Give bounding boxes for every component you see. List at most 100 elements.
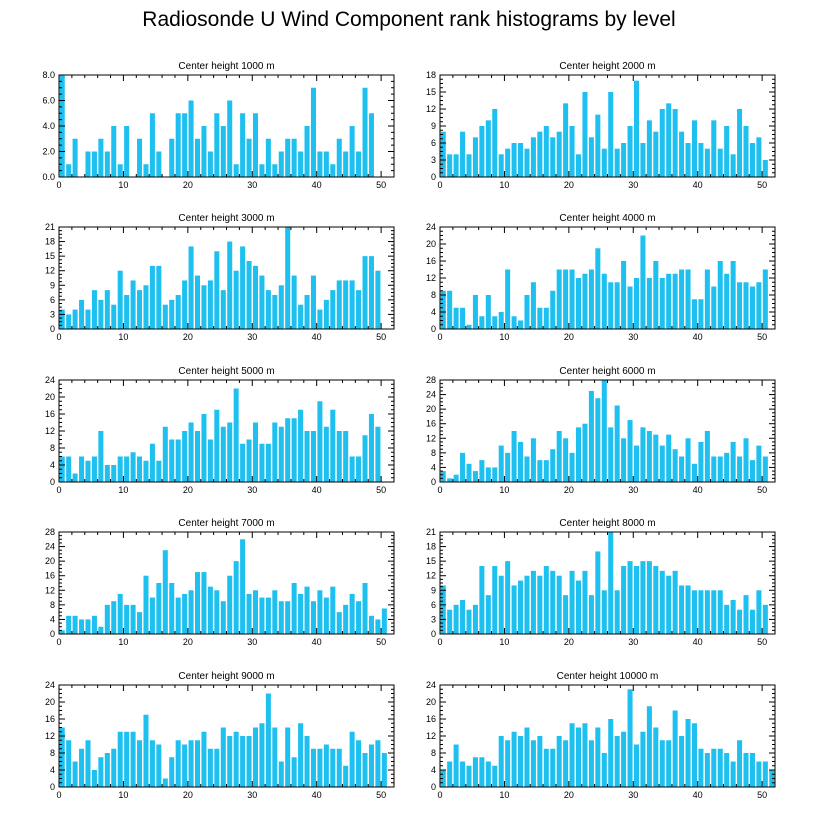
- bar: [588, 390, 594, 482]
- bar: [685, 438, 691, 482]
- y-tick-label: 20: [426, 404, 436, 414]
- bar: [137, 612, 143, 634]
- bar: [259, 443, 265, 482]
- x-tick-label: 10: [118, 485, 128, 495]
- bar: [576, 580, 582, 634]
- bar: [207, 586, 213, 634]
- bar: [485, 761, 491, 787]
- bar: [368, 113, 374, 177]
- bar: [679, 131, 685, 177]
- bar: [182, 280, 188, 329]
- bar: [85, 309, 91, 329]
- bar: [240, 539, 246, 634]
- bar: [511, 431, 517, 482]
- bar: [563, 438, 569, 482]
- x-tick-label: 20: [183, 637, 193, 647]
- bar: [298, 723, 304, 787]
- x-tick-label: 20: [564, 180, 574, 190]
- y-tick-label: 0: [431, 324, 436, 334]
- y-tick-label: 18: [426, 542, 436, 552]
- bar: [195, 572, 201, 634]
- bar: [717, 261, 723, 329]
- bar: [543, 307, 549, 329]
- bar: [595, 551, 601, 634]
- x-tick-label: 40: [312, 332, 322, 342]
- bar: [505, 269, 511, 329]
- y-tick-label: 0: [50, 629, 55, 639]
- bar: [569, 269, 575, 329]
- bar: [698, 299, 704, 329]
- bar: [381, 608, 387, 634]
- bar: [310, 748, 316, 787]
- panel-title: Center height 6000 m: [559, 366, 655, 377]
- bar: [672, 449, 678, 482]
- bar: [666, 103, 672, 177]
- bar: [272, 422, 278, 482]
- bar: [246, 138, 252, 177]
- bar: [524, 148, 530, 177]
- bar: [343, 431, 349, 482]
- bar: [633, 566, 640, 634]
- bar: [582, 273, 588, 329]
- bar: [330, 290, 336, 329]
- y-tick-label: 8: [431, 448, 436, 458]
- bar: [252, 422, 259, 482]
- y-tick-label: 16: [426, 256, 436, 266]
- bar: [505, 561, 511, 634]
- bar: [240, 443, 246, 482]
- y-tick-label: 0: [50, 324, 55, 334]
- bar: [756, 761, 762, 787]
- bar: [91, 151, 97, 177]
- y-tick-label: 18: [45, 237, 55, 247]
- bar: [537, 736, 543, 787]
- bar: [653, 566, 659, 634]
- bar: [530, 438, 536, 482]
- y-tick-label: 4: [50, 765, 55, 775]
- bar: [492, 566, 498, 634]
- bar: [679, 269, 685, 329]
- bar: [672, 109, 678, 177]
- bar: [310, 87, 316, 177]
- bar: [137, 740, 143, 787]
- y-tick-label: 18: [426, 70, 436, 80]
- bar: [149, 597, 155, 634]
- bar: [336, 748, 342, 787]
- bar: [466, 765, 472, 787]
- bar: [317, 151, 323, 177]
- bar: [265, 597, 271, 634]
- bar: [336, 431, 342, 482]
- bar: [278, 151, 284, 177]
- bar: [156, 744, 162, 787]
- bar: [220, 426, 226, 482]
- bar: [169, 439, 175, 482]
- bar: [356, 456, 362, 482]
- bar: [310, 275, 316, 329]
- bar: [627, 420, 633, 482]
- bar: [227, 422, 233, 482]
- panel-9: Center height 9000 m 0 10 20 30 40 50 0 4 8 12 16 20…: [45, 671, 395, 800]
- bar: [220, 601, 226, 634]
- bar: [621, 438, 627, 482]
- bar: [440, 770, 446, 787]
- bar: [595, 248, 601, 329]
- bar: [608, 532, 614, 634]
- bar: [368, 744, 374, 787]
- bar: [336, 138, 342, 177]
- bar: [704, 269, 710, 329]
- y-tick-label: 4: [431, 765, 436, 775]
- bar: [156, 583, 162, 634]
- bar: [756, 445, 762, 482]
- bar: [130, 452, 136, 482]
- bar: [730, 261, 736, 329]
- bar: [272, 590, 278, 634]
- bar: [207, 280, 213, 329]
- bar: [737, 609, 743, 634]
- bar: [188, 590, 194, 634]
- x-tick-label: 0: [56, 637, 61, 647]
- bar: [685, 269, 691, 329]
- bar: [601, 590, 607, 634]
- bar: [104, 753, 110, 787]
- bar: [608, 719, 614, 787]
- bar: [227, 575, 233, 634]
- bar: [479, 566, 485, 634]
